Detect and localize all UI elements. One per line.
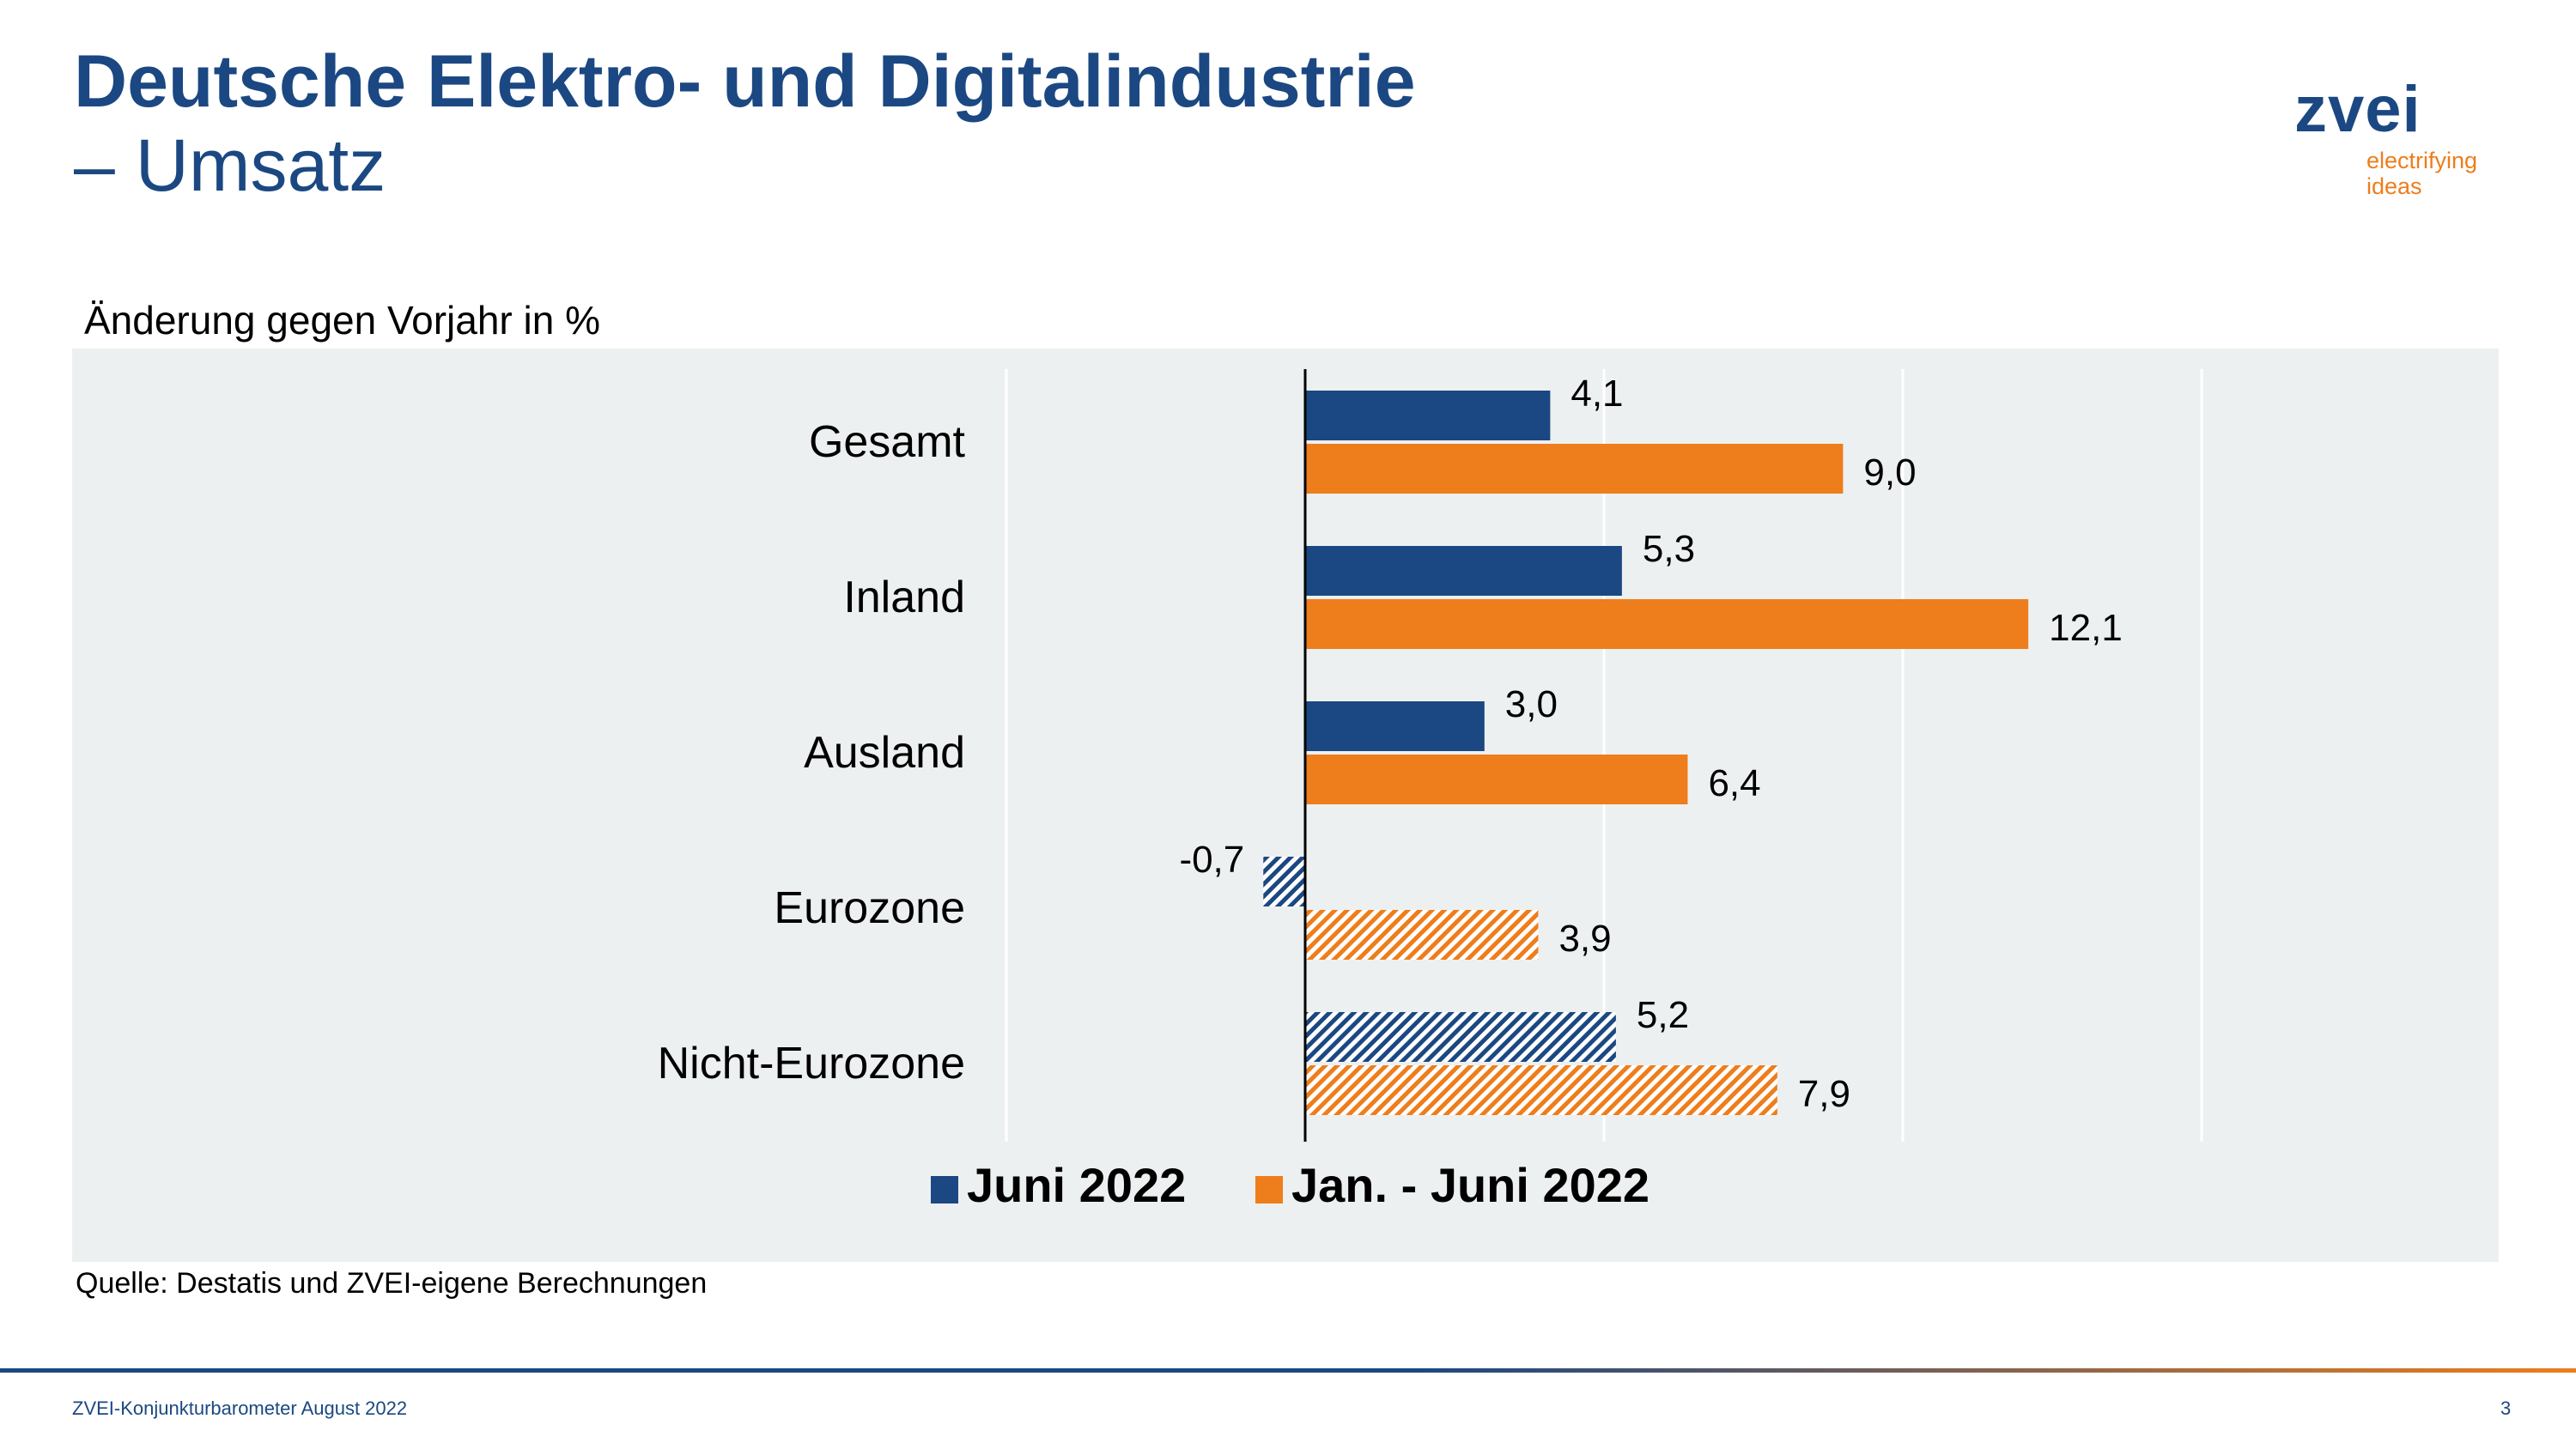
- category-label: Eurozone: [774, 883, 965, 933]
- data-label: 4,1: [1571, 373, 1623, 415]
- logo-tagline-line2: ideas: [2366, 173, 2422, 199]
- bar-juni-2022: [1305, 1012, 1616, 1062]
- bar-jan-juni-2022: [1305, 444, 1844, 494]
- data-label: 9,0: [1863, 452, 1916, 494]
- data-label: 7,9: [1798, 1073, 1850, 1115]
- footer-divider: [0, 1368, 2576, 1373]
- category-label: Gesamt: [809, 417, 966, 467]
- page-title: Deutsche Elektro- und Digitalindustrie: [74, 40, 1416, 123]
- legend-label: Juni 2022: [967, 1158, 1186, 1212]
- bar-jan-juni-2022: [1305, 910, 1539, 960]
- data-label: 5,3: [1643, 528, 1695, 570]
- bar-jan-juni-2022: [1305, 599, 2029, 649]
- zvei-logo: zvei electrifying ideas: [2284, 77, 2507, 206]
- footer-text: ZVEI-Konjunkturbarometer August 2022: [72, 1397, 408, 1419]
- bar-jan-juni-2022: [1305, 755, 1688, 804]
- logo-tagline-line1: electrifying: [2366, 148, 2478, 173]
- chart-area: Gesamt 4,1 9,0 Inland 5,3 12,1 Ausland 3,0 6,4 Eu…: [72, 349, 2499, 1262]
- bar-chart: Gesamt 4,1 9,0 Inland 5,3 12,1 Ausland 3,0 6,4 Eu…: [658, 369, 2203, 1212]
- legend-swatch: [931, 1176, 958, 1203]
- page-number: 3: [2500, 1397, 2512, 1419]
- bar-jan-juni-2022: [1305, 1065, 1777, 1115]
- data-label: 12,1: [2049, 607, 2123, 649]
- source-note: Quelle: Destatis und ZVEI-eigene Berechn…: [76, 1267, 708, 1300]
- page-subtitle-title: – Umsatz: [74, 124, 386, 207]
- bar-juni-2022: [1305, 391, 1551, 440]
- data-label: -0,7: [1179, 839, 1244, 881]
- legend-label: Jan. - Juni 2022: [1291, 1158, 1649, 1212]
- bar-juni-2022: [1305, 546, 1622, 596]
- data-label: 5,2: [1637, 994, 1689, 1036]
- bar-juni-2022: [1263, 857, 1305, 906]
- data-label: 3,9: [1558, 918, 1611, 960]
- category-label: Inland: [843, 573, 965, 622]
- category-label: Ausland: [804, 728, 965, 778]
- chart-unit-label: Änderung gegen Vorjahr in %: [84, 298, 600, 343]
- data-label: 3,0: [1505, 683, 1558, 725]
- category-label: Nicht-Eurozone: [658, 1039, 965, 1088]
- legend-swatch: [1255, 1176, 1283, 1203]
- bar-juni-2022: [1305, 701, 1485, 751]
- logo-wordmark: zvei: [2294, 73, 2421, 146]
- data-label: 6,4: [1708, 762, 1760, 804]
